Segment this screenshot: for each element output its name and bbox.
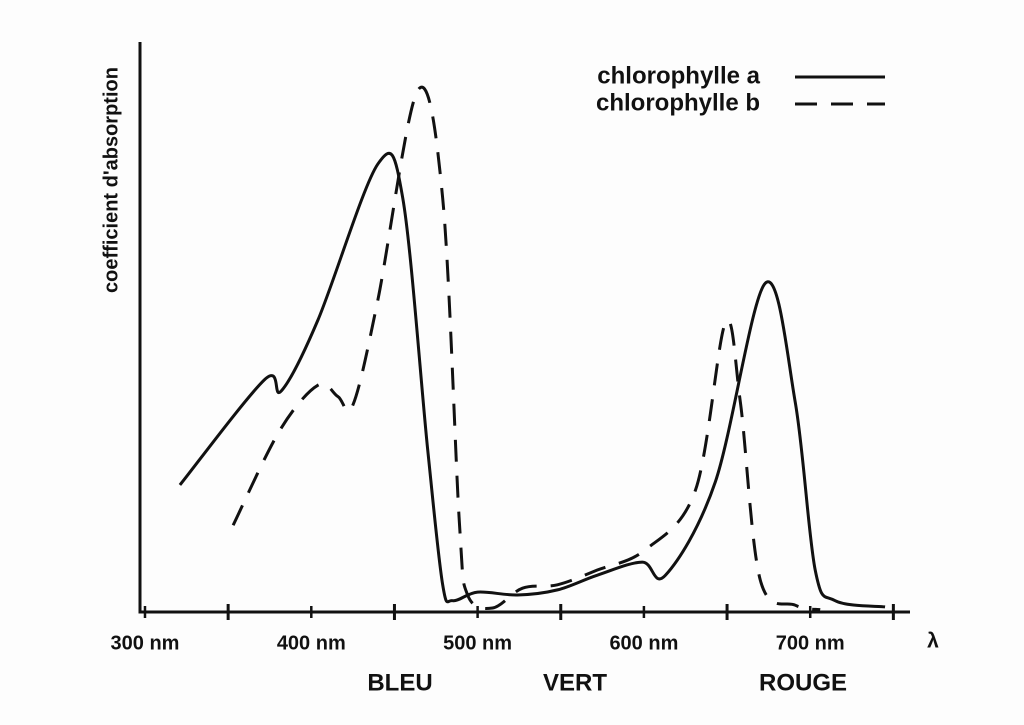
x-axis-label: λ <box>927 630 939 653</box>
series-line <box>178 151 886 609</box>
x-tick-label: 600 nm <box>609 632 678 654</box>
x-tick-label: 300 nm <box>111 632 180 654</box>
x-tick-label: 500 nm <box>443 632 512 654</box>
x-tick-label: 400 nm <box>277 632 346 654</box>
series-line <box>231 85 821 612</box>
region-label: BLEU <box>367 669 432 696</box>
y-axis-label: coefficient d'absorption <box>100 67 122 293</box>
legend-label: chlorophylle a <box>597 62 760 89</box>
axes <box>138 42 910 614</box>
region-label: ROUGE <box>759 669 847 696</box>
region-label: VERT <box>543 669 607 696</box>
x-tick-label: 700 nm <box>776 632 845 654</box>
legend-label: chlorophylle b <box>596 89 760 116</box>
